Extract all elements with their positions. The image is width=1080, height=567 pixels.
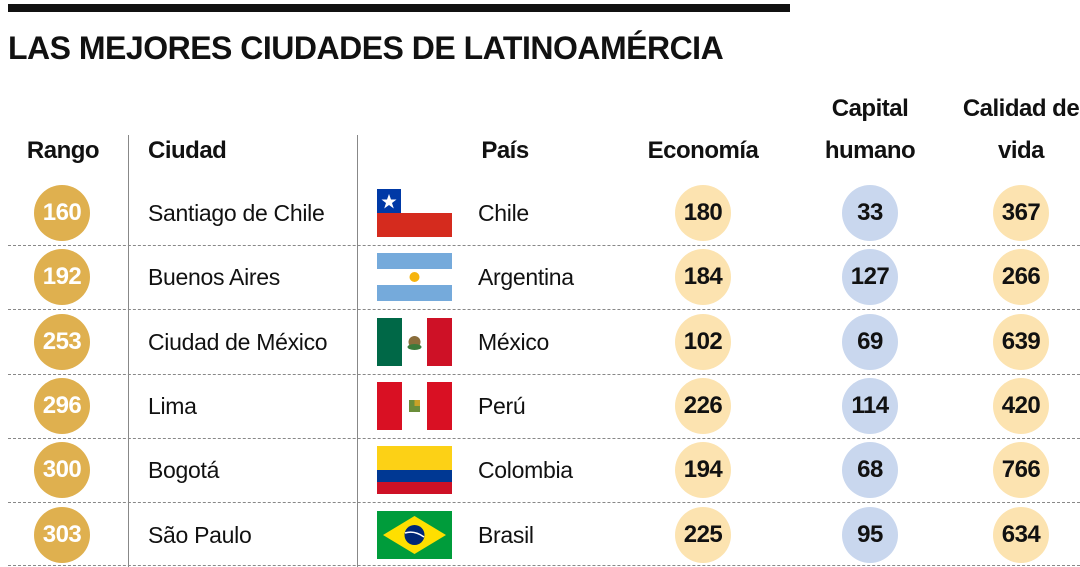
row-separator — [8, 565, 1080, 566]
row-separator — [8, 502, 1080, 504]
column-header: Capital humano — [824, 95, 916, 164]
human-capital-badge: 127 — [842, 249, 898, 306]
human-capital-badge: 33 — [842, 185, 898, 241]
rank-badge: 300 — [34, 442, 90, 499]
flag-image — [377, 317, 452, 366]
flag — [377, 189, 452, 237]
economy-badge: 102 — [675, 313, 731, 370]
quality-of-life-badge: 634 — [993, 506, 1049, 563]
rank-badge: 303 — [34, 506, 90, 563]
economy-badge: 184 — [675, 249, 731, 306]
city-name: Ciudad de México — [148, 328, 328, 355]
row-separator — [8, 437, 1080, 439]
column-header: Calidad de vida — [962, 95, 1080, 164]
flag-image — [377, 189, 452, 237]
economy-badge: 226 — [675, 377, 731, 434]
top-rule — [8, 4, 790, 12]
flag-image — [377, 381, 452, 430]
city-name: São Paulo — [148, 521, 252, 548]
quality-of-life-badge: 420 — [993, 377, 1049, 434]
flag-image — [377, 446, 452, 495]
row-separator — [8, 309, 1080, 311]
economy-badge: 225 — [675, 506, 731, 563]
city-name: Buenos Aires — [148, 264, 280, 291]
column-divider — [357, 135, 358, 567]
flag — [377, 446, 452, 495]
city-name: Santiago de Chile — [148, 200, 325, 226]
country-name: Perú — [478, 392, 526, 419]
quality-of-life-badge: 766 — [993, 442, 1049, 499]
city-name: Lima — [148, 392, 197, 419]
row-separator — [8, 245, 1080, 246]
flag — [377, 510, 452, 559]
flag-image — [377, 253, 452, 302]
city-name: Bogotá — [148, 457, 220, 484]
quality-of-life-badge: 367 — [993, 185, 1049, 241]
row-separator — [8, 373, 1080, 375]
flag — [377, 317, 452, 366]
country-name: Argentina — [478, 264, 574, 291]
country-name: México — [478, 328, 550, 355]
column-header: Ciudad — [148, 137, 227, 164]
rank-badge: 192 — [34, 249, 90, 306]
human-capital-badge: 114 — [842, 377, 898, 434]
country-name: Colombia — [478, 457, 573, 484]
flag-image — [377, 510, 452, 559]
economy-badge: 194 — [675, 442, 731, 499]
quality-of-life-badge: 266 — [993, 249, 1049, 306]
human-capital-badge: 68 — [842, 442, 898, 499]
column-divider — [128, 135, 129, 567]
country-name: Brasil — [478, 521, 534, 548]
flag — [377, 253, 452, 302]
column-header: Rango — [26, 137, 100, 164]
flag — [377, 381, 452, 430]
column-header: País — [481, 137, 529, 164]
rank-badge: 296 — [34, 377, 90, 434]
title: LAS MEJORES CIUDADES DE LATINOAMÉRCIA — [8, 30, 724, 66]
country-name: Chile — [478, 200, 529, 226]
economy-badge: 180 — [675, 185, 731, 241]
quality-of-life-badge: 639 — [993, 313, 1049, 370]
column-header: Economía — [647, 137, 759, 164]
human-capital-badge: 95 — [842, 506, 898, 563]
rank-badge: 253 — [34, 313, 90, 370]
rank-badge: 160 — [34, 185, 90, 241]
human-capital-badge: 69 — [842, 313, 898, 370]
